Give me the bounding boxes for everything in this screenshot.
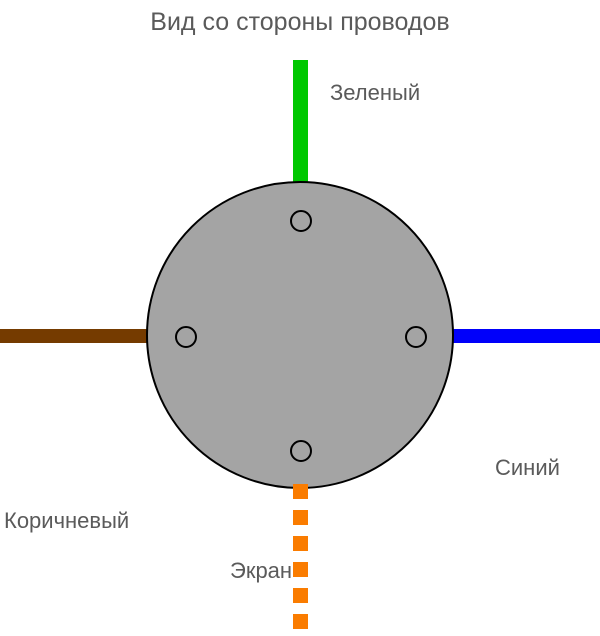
connector-notch bbox=[424, 424, 454, 454]
label-shield: Экран bbox=[230, 558, 292, 584]
pin-left bbox=[175, 326, 197, 348]
label-brown: Коричневый bbox=[4, 508, 129, 534]
label-green: Зеленый bbox=[330, 80, 420, 106]
pin-bottom bbox=[290, 440, 312, 462]
label-blue: Синий bbox=[495, 455, 560, 481]
wire-blue bbox=[450, 329, 600, 343]
pin-top bbox=[290, 210, 312, 232]
pin-right bbox=[405, 326, 427, 348]
wire-brown bbox=[0, 329, 150, 343]
wire-green bbox=[293, 60, 308, 186]
diagram-title: Вид со стороны проводов bbox=[0, 8, 600, 37]
